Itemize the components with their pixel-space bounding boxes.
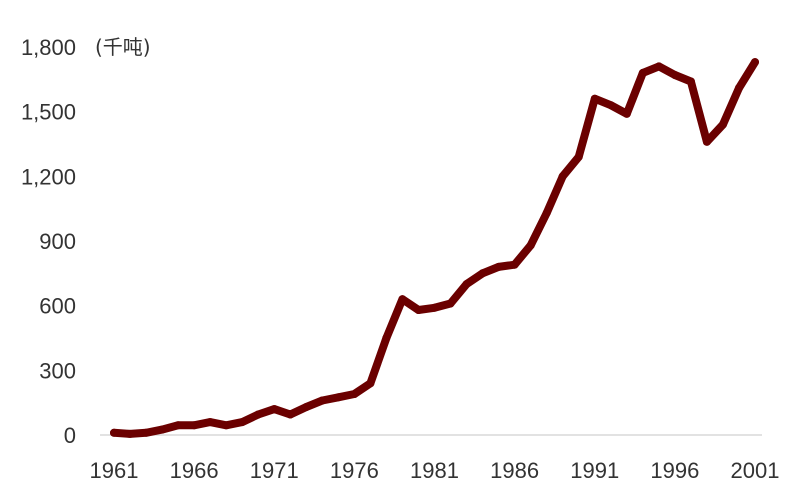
x-tick-label: 1981 [410,458,459,483]
x-tick-label: 1961 [90,458,139,483]
y-tick-label: 1,200 [21,164,76,189]
x-tick-label: 2001 [731,458,780,483]
y-tick-label: 900 [39,229,76,254]
data-point [126,429,134,438]
data-point [270,405,279,414]
data-point [302,403,311,411]
x-tick-label: 1966 [170,458,219,483]
data-point [558,172,567,181]
y-tick-label: 1,500 [21,100,76,125]
data-point [670,71,679,79]
data-point [751,58,759,67]
data-point [478,269,487,278]
series-layer [110,58,759,438]
data-point [398,295,407,304]
data-point [238,418,247,427]
data-point [286,410,295,419]
series-line [110,58,759,438]
data-point [366,379,375,388]
data-point [430,303,439,312]
y-tick-label: 300 [39,358,76,383]
data-point [526,241,535,250]
data-point [190,421,199,430]
data-point [414,306,423,314]
data-point [702,137,711,146]
data-point [318,396,327,405]
data-point [334,393,343,402]
data-point [638,68,647,77]
x-tick-label: 1971 [250,458,299,483]
data-point [622,109,631,118]
data-point [718,120,727,129]
x-tick-label: 1996 [650,458,699,483]
y-tick-label: 600 [39,294,76,319]
data-point [686,77,695,86]
x-tick-label: 1991 [570,458,619,483]
data-point [350,390,359,398]
data-point [382,334,391,342]
y-tick-label: 0 [64,423,76,448]
data-point [158,425,167,434]
x-tick-label: 1986 [490,458,539,483]
data-point [174,421,183,430]
x-tick-label: 1976 [330,458,379,483]
data-point [462,280,471,289]
data-point [510,260,519,269]
data-point [735,84,743,92]
y-axis-unit-label: (千吨) [95,35,151,59]
data-point [590,94,599,103]
data-point [222,421,231,430]
data-point [494,262,503,271]
data-point [142,428,151,437]
data-point [446,299,455,308]
data-point [110,428,118,437]
data-point [254,410,263,419]
data-point [654,62,663,71]
data-point [206,418,215,427]
x-axis-tick-labels: 1961 1966 1971 1976 1981 1986 1991 1996 2001 [90,458,780,483]
data-point [574,152,583,161]
data-point [542,209,551,217]
data-point [606,101,615,110]
y-axis-tick-labels: 0 300 600 900 1,200 1,500 1,800 [21,35,76,448]
y-tick-label: 1,800 [21,35,76,60]
